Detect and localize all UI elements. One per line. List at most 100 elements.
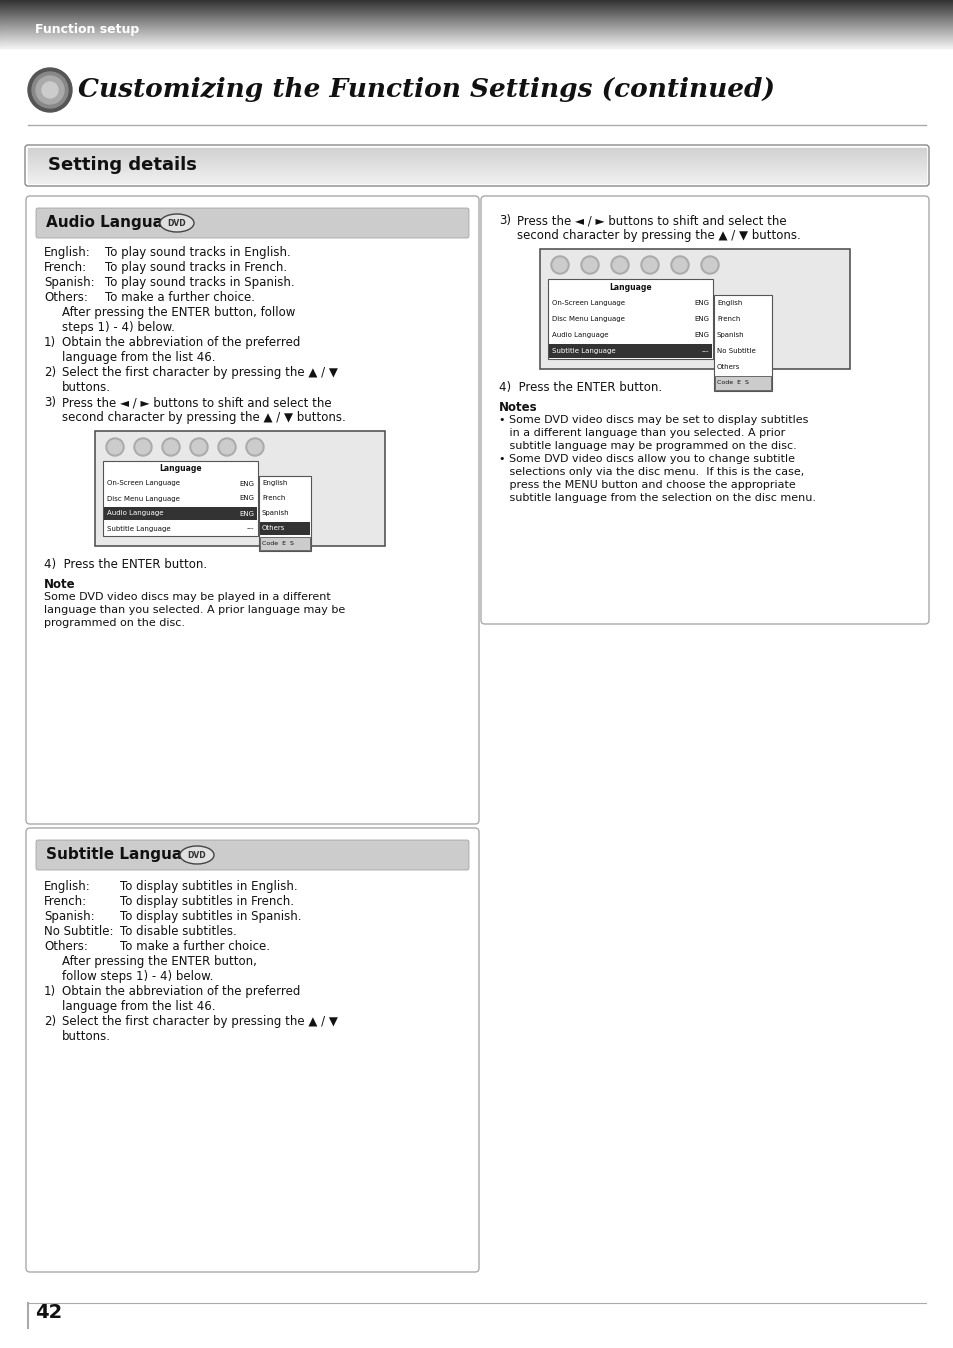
Text: After pressing the ENTER button, follow: After pressing the ENTER button, follow [62, 306, 295, 319]
Text: 2): 2) [44, 367, 56, 379]
Text: DVD: DVD [168, 218, 186, 228]
Text: To play sound tracks in English.: To play sound tracks in English. [105, 245, 291, 259]
Text: Code  E  S: Code E S [717, 380, 748, 386]
Bar [258, 476, 311, 551]
Text: To play sound tracks in French.: To play sound tracks in French. [105, 262, 287, 274]
Bar [260, 537, 310, 550]
Text: To make a further choice.: To make a further choice. [120, 940, 270, 953]
Text: To display subtitles in English.: To display subtitles in English. [120, 880, 297, 892]
Bar [103, 461, 257, 537]
Text: To play sound tracks in Spanish.: To play sound tracks in Spanish. [105, 276, 294, 288]
Circle shape [190, 438, 208, 456]
Text: Function setup: Function setup [35, 23, 139, 36]
Text: English: English [717, 301, 741, 306]
Text: Obtain the abbreviation of the preferred: Obtain the abbreviation of the preferred [62, 985, 300, 998]
Circle shape [580, 256, 598, 274]
Ellipse shape [180, 847, 213, 864]
Text: ENG: ENG [693, 301, 708, 306]
Text: Audio Language: Audio Language [46, 216, 184, 231]
Circle shape [36, 75, 64, 104]
Text: Customizing the Function Settings (continued): Customizing the Function Settings (conti… [78, 77, 774, 102]
Circle shape [613, 257, 626, 272]
Text: second character by pressing the ▲ / ▼ buttons.: second character by pressing the ▲ / ▼ b… [62, 411, 345, 425]
Text: English:: English: [44, 245, 91, 259]
Circle shape [164, 439, 178, 454]
Text: Spanish:: Spanish: [44, 276, 94, 288]
Text: • Some DVD video discs may be set to display subtitles: • Some DVD video discs may be set to dis… [498, 415, 807, 425]
Text: in a different language than you selected. A prior: in a different language than you selecte… [498, 429, 784, 438]
Text: Setting details: Setting details [48, 156, 196, 174]
Text: Language: Language [609, 283, 651, 291]
Text: On-Screen Language: On-Screen Language [107, 480, 180, 487]
Circle shape [42, 82, 58, 98]
Text: Select the first character by pressing the ▲ / ▼: Select the first character by pressing t… [62, 1015, 337, 1029]
Text: Press the ◄ / ► buttons to shift and select the: Press the ◄ / ► buttons to shift and sel… [62, 396, 332, 408]
Text: Others:: Others: [44, 291, 88, 305]
Circle shape [28, 67, 71, 112]
Circle shape [551, 256, 568, 274]
Text: Spanish: Spanish [262, 511, 290, 516]
Text: Audio Language: Audio Language [552, 332, 608, 338]
Text: Spanish: Spanish [717, 332, 744, 338]
Text: To make a further choice.: To make a further choice. [105, 291, 254, 305]
Circle shape [220, 439, 233, 454]
Text: language from the list 46.: language from the list 46. [62, 350, 215, 364]
Text: Others: Others [262, 526, 285, 531]
Circle shape [32, 71, 68, 108]
Bar [714, 376, 770, 390]
Text: buttons.: buttons. [62, 381, 111, 394]
Text: language from the list 46.: language from the list 46. [62, 1000, 215, 1012]
Circle shape [610, 256, 628, 274]
Text: On-Screen Language: On-Screen Language [552, 301, 624, 306]
Bar [713, 295, 771, 391]
Circle shape [672, 257, 686, 272]
Text: 42: 42 [35, 1304, 62, 1322]
Circle shape [192, 439, 206, 454]
Text: Audio Language: Audio Language [107, 511, 163, 516]
Text: After pressing the ENTER button,: After pressing the ENTER button, [62, 954, 256, 968]
Circle shape [702, 257, 717, 272]
Text: subtitle language from the selection on the disc menu.: subtitle language from the selection on … [498, 493, 815, 503]
Text: French:: French: [44, 895, 87, 909]
Text: French: French [717, 315, 740, 322]
Text: DVD: DVD [188, 851, 206, 860]
Text: Code  E  S: Code E S [262, 541, 294, 546]
Text: Disc Menu Language: Disc Menu Language [107, 496, 180, 501]
Circle shape [700, 256, 719, 274]
Bar [260, 522, 310, 535]
Bar [95, 431, 385, 546]
Text: Some DVD video discs may be played in a different: Some DVD video discs may be played in a … [44, 592, 331, 603]
Text: English:: English: [44, 880, 91, 892]
Text: ENG: ENG [239, 480, 253, 487]
Text: 1): 1) [44, 336, 56, 349]
Text: French:: French: [44, 262, 87, 274]
Text: No Subtitle: No Subtitle [717, 348, 755, 355]
Text: Notes: Notes [498, 400, 537, 414]
Text: Spanish:: Spanish: [44, 910, 94, 923]
Text: follow steps 1) - 4) below.: follow steps 1) - 4) below. [62, 971, 213, 983]
Text: Subtitle Language: Subtitle Language [552, 348, 615, 355]
Circle shape [108, 439, 122, 454]
Text: buttons.: buttons. [62, 1030, 111, 1043]
Text: 3): 3) [498, 214, 511, 226]
Circle shape [642, 257, 657, 272]
Text: To display subtitles in French.: To display subtitles in French. [120, 895, 294, 909]
Text: Subtitle Language: Subtitle Language [46, 848, 203, 863]
Circle shape [640, 256, 659, 274]
Text: selections only via the disc menu.  If this is the case,: selections only via the disc menu. If th… [498, 466, 803, 477]
Text: Select the first character by pressing the ▲ / ▼: Select the first character by pressing t… [62, 367, 337, 379]
Text: Press the ◄ / ► buttons to shift and select the: Press the ◄ / ► buttons to shift and sel… [517, 214, 786, 226]
Circle shape [106, 438, 124, 456]
FancyBboxPatch shape [36, 840, 469, 869]
Bar [539, 249, 849, 369]
Text: No Subtitle:: No Subtitle: [44, 925, 113, 938]
Text: To display subtitles in Spanish.: To display subtitles in Spanish. [120, 910, 301, 923]
Text: Note: Note [44, 578, 75, 590]
Text: second character by pressing the ▲ / ▼ buttons.: second character by pressing the ▲ / ▼ b… [517, 229, 800, 243]
Circle shape [136, 439, 150, 454]
Bar [104, 507, 256, 520]
Bar [548, 344, 711, 359]
Circle shape [246, 438, 264, 456]
Text: Others:: Others: [44, 940, 88, 953]
Text: steps 1) - 4) below.: steps 1) - 4) below. [62, 321, 174, 334]
